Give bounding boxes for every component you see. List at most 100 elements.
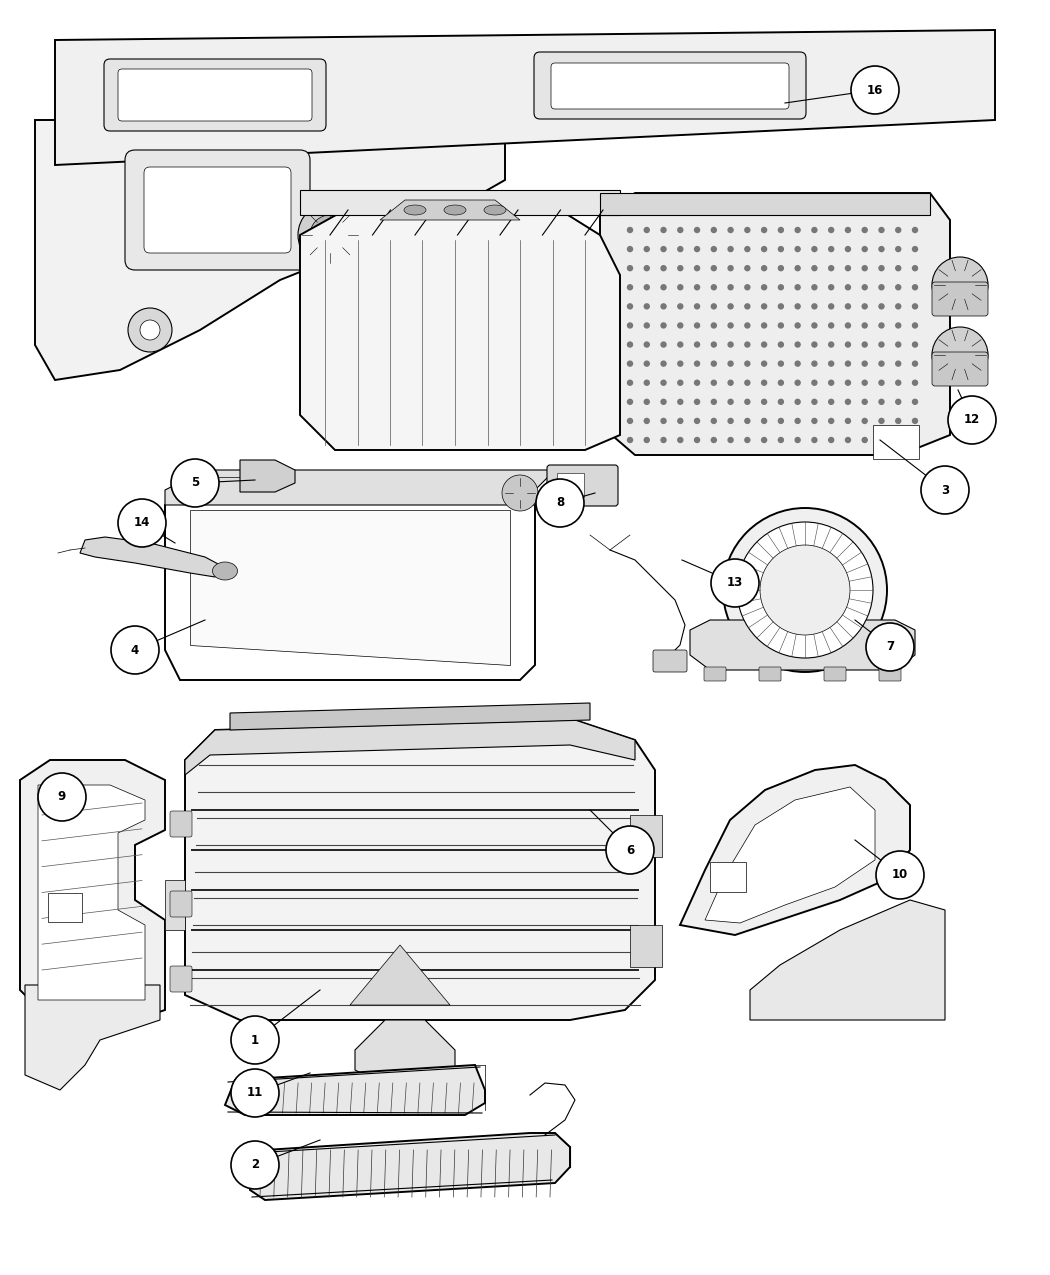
Circle shape [812, 399, 817, 404]
Circle shape [678, 361, 683, 366]
Circle shape [896, 361, 901, 366]
Circle shape [744, 361, 750, 366]
Circle shape [912, 284, 918, 289]
Circle shape [628, 265, 632, 270]
Text: 7: 7 [886, 640, 894, 654]
Circle shape [694, 246, 699, 251]
Circle shape [795, 246, 800, 251]
Circle shape [761, 265, 766, 270]
Circle shape [778, 246, 783, 251]
Circle shape [694, 418, 699, 423]
Circle shape [812, 437, 817, 442]
Circle shape [728, 361, 733, 366]
Circle shape [862, 399, 867, 404]
Circle shape [845, 342, 850, 347]
Circle shape [744, 284, 750, 289]
Text: 10: 10 [891, 868, 908, 881]
Circle shape [879, 418, 884, 423]
Circle shape [744, 399, 750, 404]
Circle shape [728, 418, 733, 423]
Polygon shape [680, 765, 910, 935]
Circle shape [845, 265, 850, 270]
Circle shape [795, 342, 800, 347]
Circle shape [645, 246, 649, 251]
Circle shape [728, 284, 733, 289]
Circle shape [628, 246, 632, 251]
Circle shape [711, 418, 716, 423]
Circle shape [879, 246, 884, 251]
Circle shape [812, 303, 817, 309]
Circle shape [628, 380, 632, 385]
Circle shape [845, 399, 850, 404]
Circle shape [662, 380, 666, 385]
Polygon shape [380, 200, 520, 221]
Circle shape [812, 227, 817, 232]
Circle shape [828, 265, 834, 270]
Ellipse shape [484, 205, 506, 215]
Circle shape [231, 1016, 279, 1065]
Circle shape [795, 418, 800, 423]
Circle shape [862, 418, 867, 423]
Polygon shape [750, 900, 945, 1020]
Polygon shape [240, 460, 295, 492]
Circle shape [862, 342, 867, 347]
Circle shape [678, 323, 683, 328]
Circle shape [828, 227, 834, 232]
Circle shape [694, 380, 699, 385]
Circle shape [932, 258, 988, 312]
Circle shape [628, 361, 632, 366]
Circle shape [678, 380, 683, 385]
Circle shape [896, 284, 901, 289]
Circle shape [828, 361, 834, 366]
Circle shape [744, 418, 750, 423]
Polygon shape [35, 120, 505, 380]
Circle shape [744, 303, 750, 309]
Circle shape [760, 544, 850, 635]
Polygon shape [185, 720, 655, 1020]
Circle shape [778, 284, 783, 289]
Circle shape [662, 361, 666, 366]
Polygon shape [355, 1020, 455, 1085]
Circle shape [912, 380, 918, 385]
Polygon shape [600, 193, 950, 455]
Text: 1: 1 [251, 1034, 259, 1047]
Circle shape [694, 437, 699, 442]
Circle shape [862, 323, 867, 328]
Circle shape [845, 361, 850, 366]
Circle shape [711, 361, 716, 366]
Circle shape [862, 380, 867, 385]
Circle shape [879, 323, 884, 328]
Ellipse shape [212, 562, 237, 580]
Circle shape [795, 323, 800, 328]
Circle shape [912, 246, 918, 251]
Circle shape [694, 361, 699, 366]
Text: 14: 14 [133, 516, 150, 529]
Circle shape [912, 361, 918, 366]
Circle shape [912, 399, 918, 404]
Circle shape [711, 558, 759, 607]
Circle shape [862, 265, 867, 270]
Circle shape [879, 380, 884, 385]
Ellipse shape [444, 205, 466, 215]
Circle shape [912, 227, 918, 232]
Circle shape [896, 303, 901, 309]
Circle shape [912, 265, 918, 270]
Circle shape [744, 265, 750, 270]
Text: 8: 8 [555, 496, 564, 510]
Circle shape [645, 342, 649, 347]
Circle shape [662, 342, 666, 347]
Circle shape [862, 246, 867, 251]
Circle shape [645, 380, 649, 385]
Circle shape [828, 246, 834, 251]
Circle shape [879, 399, 884, 404]
Circle shape [761, 380, 766, 385]
Circle shape [866, 623, 914, 671]
Text: 6: 6 [626, 844, 634, 857]
Circle shape [845, 437, 850, 442]
Circle shape [778, 323, 783, 328]
Circle shape [795, 303, 800, 309]
Circle shape [645, 437, 649, 442]
Circle shape [879, 265, 884, 270]
Circle shape [728, 246, 733, 251]
FancyBboxPatch shape [824, 667, 846, 681]
